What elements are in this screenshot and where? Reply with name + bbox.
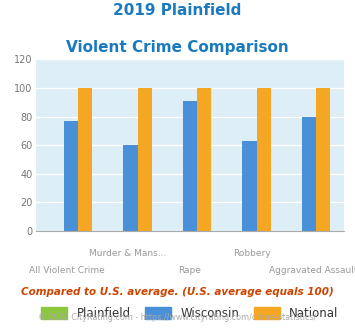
Bar bbox=[123, 145, 138, 231]
Bar bbox=[64, 121, 78, 231]
Bar bbox=[138, 88, 152, 231]
Text: Robbery: Robbery bbox=[233, 249, 271, 258]
Bar bbox=[242, 141, 257, 231]
Bar bbox=[302, 116, 316, 231]
Bar bbox=[78, 88, 92, 231]
Text: All Violent Crime: All Violent Crime bbox=[28, 266, 104, 275]
Text: Compared to U.S. average. (U.S. average equals 100): Compared to U.S. average. (U.S. average … bbox=[21, 287, 334, 297]
Bar bbox=[316, 88, 330, 231]
Legend: Plainfield, Wisconsin, National: Plainfield, Wisconsin, National bbox=[37, 302, 343, 325]
Bar bbox=[183, 101, 197, 231]
Bar bbox=[257, 88, 271, 231]
Text: © 2024 CityRating.com - https://www.cityrating.com/crime-statistics/: © 2024 CityRating.com - https://www.city… bbox=[38, 313, 317, 322]
Text: Murder & Mans...: Murder & Mans... bbox=[89, 249, 167, 258]
Text: Aggravated Assault: Aggravated Assault bbox=[269, 266, 355, 275]
Text: Rape: Rape bbox=[179, 266, 201, 275]
Bar bbox=[197, 88, 211, 231]
Text: 2019 Plainfield: 2019 Plainfield bbox=[113, 3, 242, 18]
Text: Violent Crime Comparison: Violent Crime Comparison bbox=[66, 40, 289, 54]
